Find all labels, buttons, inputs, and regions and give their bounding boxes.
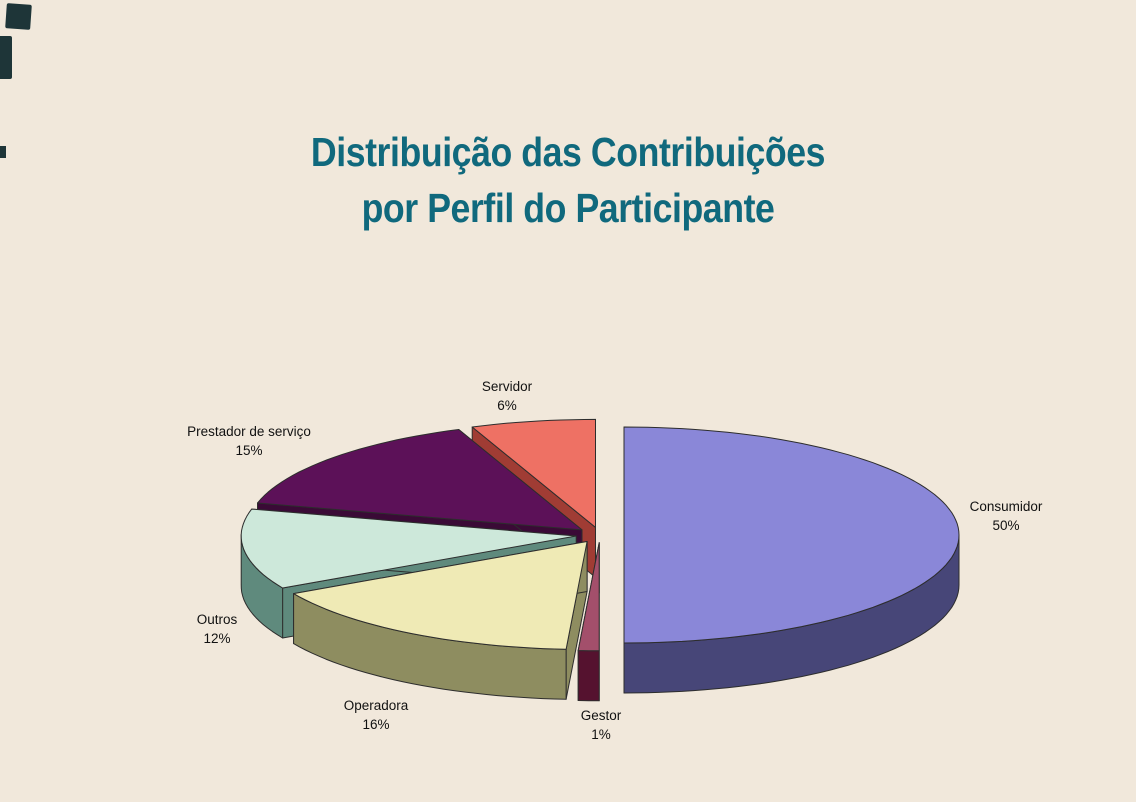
scan-artifact-tick bbox=[0, 146, 6, 158]
pie-label-gestor-pct: 1% bbox=[591, 727, 611, 742]
pie-slice-consumidor bbox=[623, 426, 960, 644]
chart-title-line1: Distribuição das Contribuições bbox=[310, 129, 826, 175]
pie-slice-operadora bbox=[293, 541, 588, 650]
pie-label-outros: Outros bbox=[197, 612, 238, 627]
pie-label-prestador-de-servi-o-pct: 15% bbox=[235, 443, 262, 458]
pie-label-outros-pct: 12% bbox=[203, 631, 230, 646]
chart-title: Distribuição das Contribuições por Perfi… bbox=[74, 124, 1062, 236]
pie-label-prestador-de-servi-o: Prestador de serviço bbox=[187, 424, 311, 439]
pie-label-servidor-pct: 6% bbox=[497, 398, 517, 413]
pie-label-gestor: Gestor bbox=[581, 708, 622, 723]
pie-slice-gestor bbox=[577, 542, 600, 652]
pie-slice-servidor bbox=[471, 418, 596, 528]
pie-label-consumidor: Consumidor bbox=[970, 499, 1043, 514]
chart-title-line2: por Perfil do Participante bbox=[361, 185, 775, 231]
pie-label-consumidor-pct: 50% bbox=[992, 518, 1019, 533]
pie-slice-prestador-de-servi-o bbox=[257, 429, 583, 531]
pie-label-operadora-pct: 16% bbox=[362, 717, 389, 732]
pie-slice-gestor-side-wall bbox=[577, 650, 600, 702]
pie-slice-outros bbox=[240, 508, 577, 589]
pie-label-servidor: Servidor bbox=[482, 379, 533, 394]
pie-label-operadora: Operadora bbox=[344, 698, 409, 713]
scan-artifact-edge bbox=[0, 36, 12, 79]
